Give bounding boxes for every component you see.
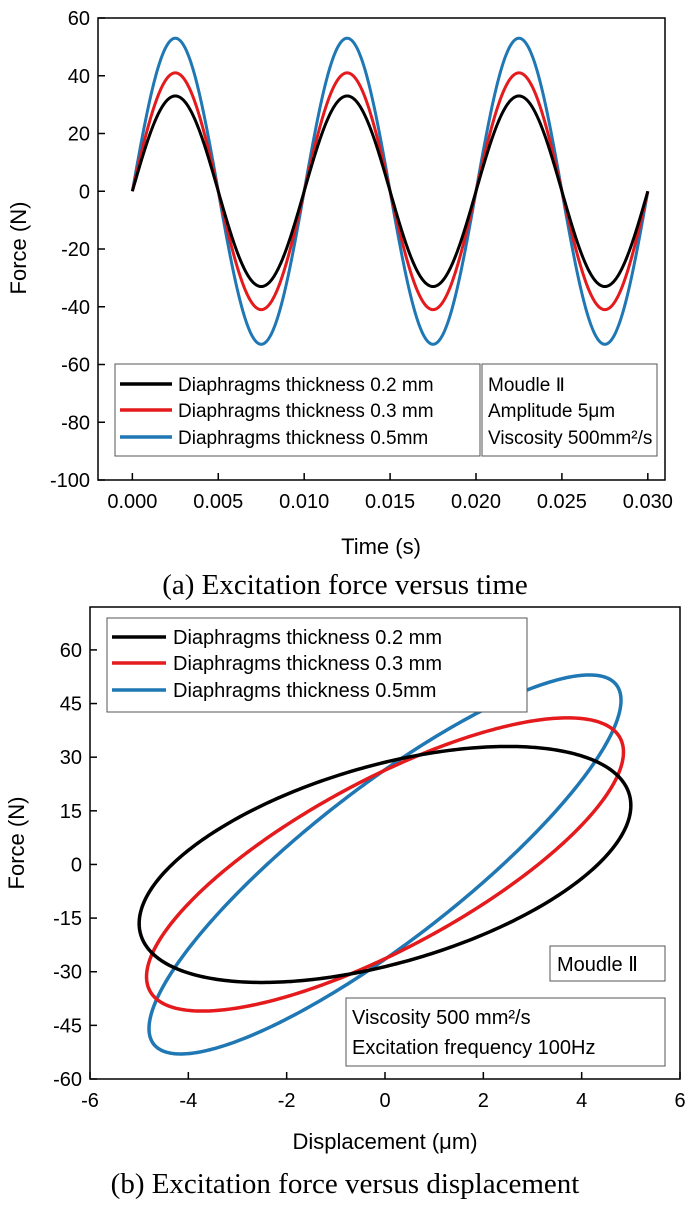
x-tick-label: 0.020 bbox=[451, 491, 501, 513]
y-tick-label: -45 bbox=[53, 1015, 82, 1037]
series-group bbox=[130, 36, 650, 346]
y-tick-label: -20 bbox=[61, 239, 90, 261]
legend-box bbox=[114, 363, 481, 457]
x-tick-label: -6 bbox=[81, 1090, 99, 1112]
x-tick-label: 0.015 bbox=[365, 491, 415, 513]
x-tick-label: 6 bbox=[674, 1090, 685, 1112]
x-axis-label: Time (s) bbox=[341, 534, 421, 559]
y-tick-label: 30 bbox=[60, 747, 82, 769]
legend-box bbox=[106, 617, 528, 713]
x-tick-label: 0.030 bbox=[623, 491, 673, 513]
x-tick-label: 4 bbox=[576, 1090, 587, 1112]
y-tick-label: 40 bbox=[68, 66, 90, 88]
y-tick-label: 20 bbox=[68, 124, 90, 146]
info-box-frame bbox=[549, 945, 666, 982]
x-axis-ticks: -6 -4 -2 0 2 4 6 bbox=[81, 1072, 686, 1112]
legend: Diaphragms thickness 0.2 mm Diaphragms t… bbox=[114, 363, 481, 457]
y-tick-label: 45 bbox=[60, 694, 82, 716]
chart-force-vs-time: 0.000 0.005 0.010 0.015 0.020 0.025 0.030 -100… bbox=[6, 8, 673, 559]
x-tick-label: 0 bbox=[379, 1090, 390, 1112]
legend-label-0: Diaphragms thickness 0.2 mm bbox=[173, 627, 442, 649]
info-module: Moudle Ⅱ bbox=[488, 375, 565, 396]
y-tick-label: -60 bbox=[61, 355, 90, 377]
legend-label-2: Diaphragms thickness 0.5mm bbox=[173, 680, 436, 702]
legend-label-1: Diaphragms thickness 0.3 mm bbox=[178, 401, 434, 422]
info-frequency: Excitation frequency 100Hz bbox=[352, 1037, 595, 1059]
series-loop bbox=[137, 744, 633, 985]
info-module: Moudle Ⅱ bbox=[557, 954, 638, 976]
x-axis-label: Displacement (μm) bbox=[292, 1129, 477, 1154]
info-viscosity: Viscosity 500mm²/s bbox=[488, 428, 652, 449]
y-tick-label: -100 bbox=[50, 470, 90, 492]
legend-label-1: Diaphragms thickness 0.3 mm bbox=[173, 653, 442, 675]
y-tick-label: 0 bbox=[71, 854, 82, 876]
caption-a: (a) Excitation force versus time bbox=[162, 569, 528, 601]
y-tick-label: -15 bbox=[53, 908, 82, 930]
y-tick-label: -80 bbox=[61, 412, 90, 434]
chart-force-vs-displacement: -6 -4 -2 0 2 4 6 -60 -45 -30 -15 0 15 30 45 60 Displac… bbox=[4, 606, 686, 1154]
x-tick-label: 0.025 bbox=[537, 491, 587, 513]
series-loop bbox=[147, 673, 623, 1056]
series-group bbox=[137, 673, 633, 1056]
y-tick-label: 60 bbox=[68, 8, 90, 30]
info-box-frame bbox=[345, 997, 666, 1067]
y-tick-label: -60 bbox=[53, 1069, 82, 1091]
x-tick-label: 0.010 bbox=[279, 491, 329, 513]
y-tick-label: 60 bbox=[60, 640, 82, 662]
x-tick-label: -2 bbox=[278, 1090, 296, 1112]
y-tick-label: 15 bbox=[60, 801, 82, 823]
y-axis-ticks: -60 -45 -30 -15 0 15 30 45 60 bbox=[53, 640, 97, 1091]
y-tick-label: -30 bbox=[53, 962, 82, 984]
x-tick-label: 0.000 bbox=[107, 491, 157, 513]
x-tick-label: -4 bbox=[179, 1090, 197, 1112]
caption-b: (b) Excitation force versus displacement bbox=[111, 1168, 580, 1200]
x-axis-ticks: 0.000 0.005 0.010 0.015 0.020 0.025 0.030 bbox=[107, 473, 673, 513]
series-loop bbox=[144, 716, 626, 1013]
series-line bbox=[130, 94, 650, 289]
info-box: Moudle Ⅱ Amplitude 5μm Viscosity 500mm²/… bbox=[481, 363, 658, 457]
info-box-conditions: Viscosity 500 mm²/s Excitation frequency… bbox=[345, 997, 666, 1067]
y-axis-label: Force (N) bbox=[6, 202, 31, 295]
legend: Diaphragms thickness 0.2 mm Diaphragms t… bbox=[106, 617, 528, 713]
x-tick-label: 2 bbox=[478, 1090, 489, 1112]
y-axis-ticks: -100 -80 -60 -40 -20 0 20 40 60 bbox=[50, 8, 105, 492]
info-box-module: Moudle Ⅱ bbox=[549, 945, 666, 982]
legend-label-2: Diaphragms thickness 0.5mm bbox=[178, 428, 428, 449]
y-tick-label: -40 bbox=[61, 297, 90, 319]
x-tick-label: 0.005 bbox=[193, 491, 243, 513]
legend-label-0: Diaphragms thickness 0.2 mm bbox=[178, 375, 434, 396]
y-tick-label: 0 bbox=[79, 181, 90, 203]
info-box-frame bbox=[481, 363, 658, 457]
info-viscosity: Viscosity 500 mm²/s bbox=[352, 1007, 531, 1029]
y-axis-label: Force (N) bbox=[4, 797, 29, 890]
info-amplitude: Amplitude 5μm bbox=[488, 401, 615, 422]
